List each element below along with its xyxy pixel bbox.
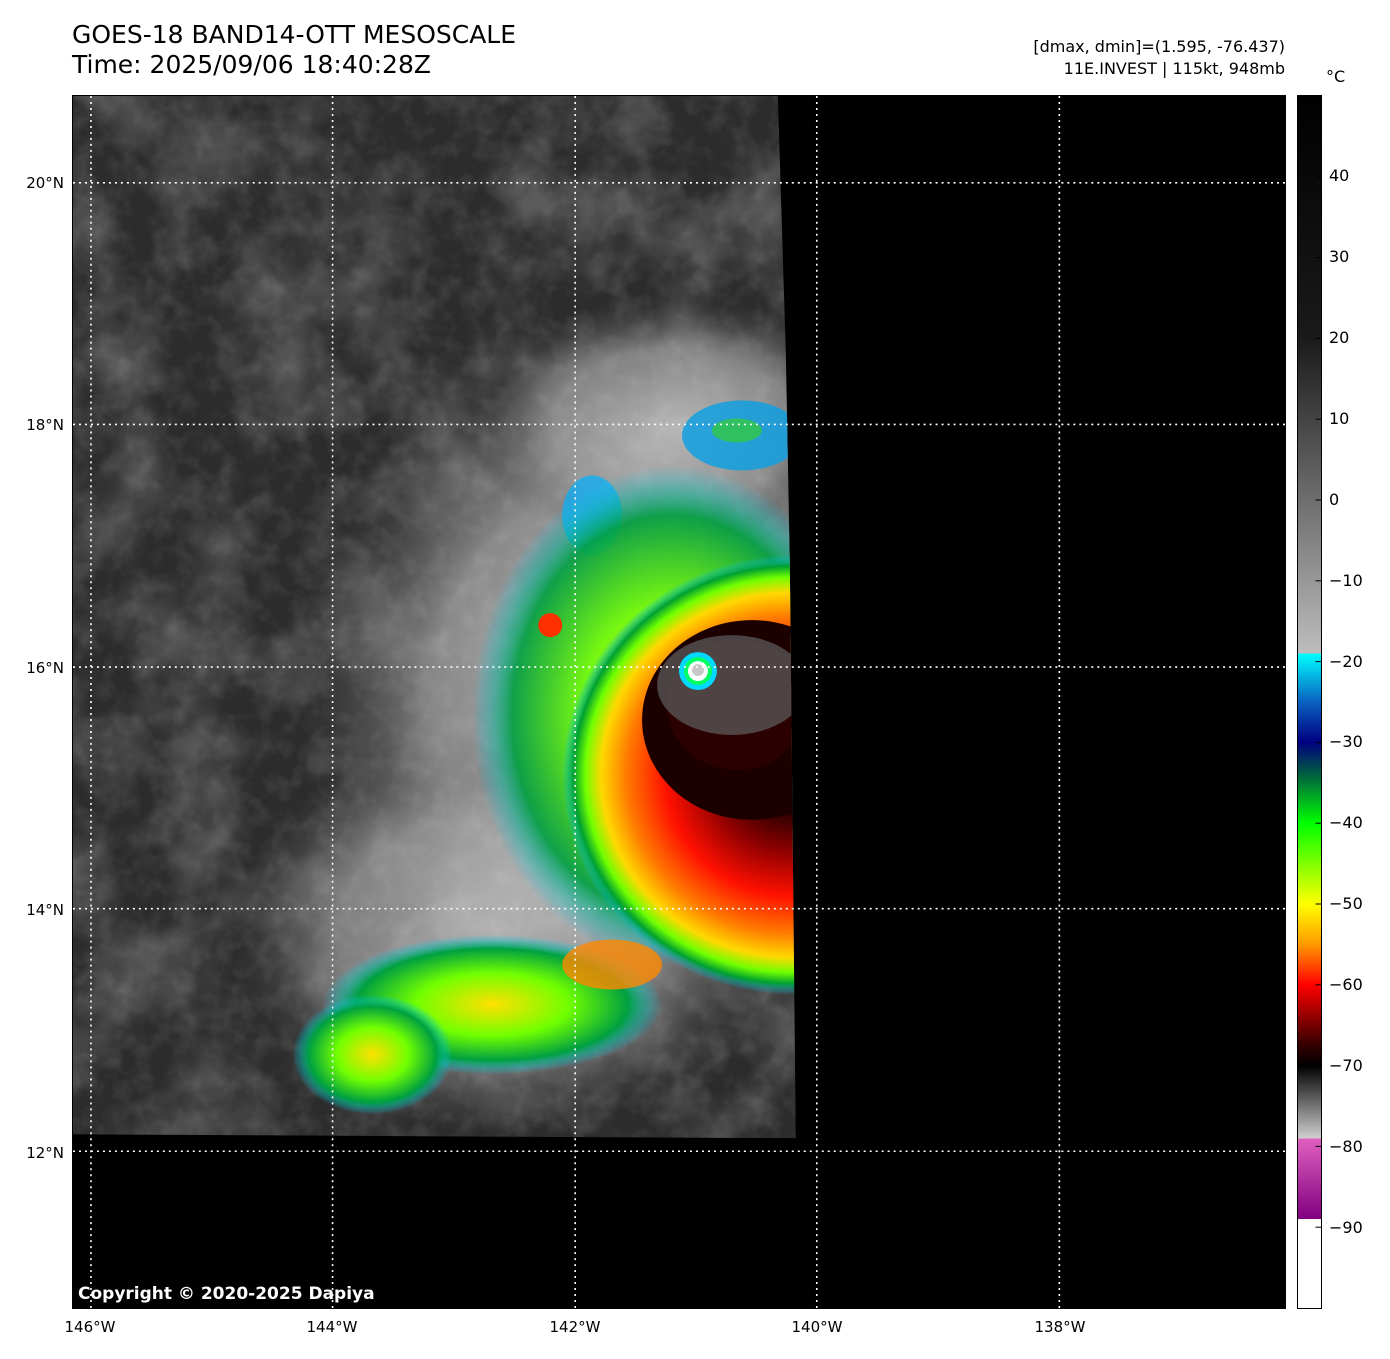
colorbar [1297,95,1322,1309]
lon-label-140w: 140°W [791,1318,843,1336]
colorbar-tick-label: 10 [1329,408,1350,428]
colorbar-tick-label: −20 [1329,651,1363,671]
colorbar-tick-label: −10 [1329,570,1363,590]
colorbar-tick-label: −70 [1329,1056,1363,1076]
lon-label-142w: 142°W [549,1318,601,1336]
lat-label-12n: 12°N [26,1144,64,1162]
data-range-info: [dmax, dmin]=(1.595, -76.437) [1033,37,1285,56]
lon-label-146w: 146°W [64,1318,116,1336]
lat-label-18n: 18°N [26,416,64,434]
colorbar-tick-label: 0 [1329,489,1340,509]
colorbar-tick-label: −50 [1329,894,1363,914]
colorbar-tick-label: −60 [1329,975,1363,995]
lat-label-20n: 20°N [26,174,64,192]
lat-label-14n: 14°N [26,901,64,919]
storm-info: 11E.INVEST | 115kt, 948mb [1063,59,1285,78]
colorbar-tick-label: −40 [1329,813,1363,833]
colorbar-tick-label: −90 [1329,1218,1363,1238]
colorbar-unit: °C [1326,67,1346,86]
copyright-notice: Copyright © 2020-2025 Dapiya [78,1284,375,1304]
colorbar-tick-label: −30 [1329,732,1363,752]
lon-label-144w: 144°W [306,1318,358,1336]
lat-label-16n: 16°N [26,659,64,677]
map-gridlines [73,96,1285,1308]
colorbar-tick-label: 40 [1329,165,1350,185]
colorbar-fill [1298,96,1321,1308]
satellite-map: Copyright © 2020-2025 Dapiya [72,95,1286,1309]
lon-label-138w: 138°W [1034,1318,1086,1336]
map-title: GOES-18 BAND14-OTT MESOSCALE [72,20,517,49]
colorbar-gradient [1298,96,1321,1308]
colorbar-tick-label: 30 [1329,246,1350,266]
satellite-imagery [73,96,1285,1308]
colorbar-tick-label: −80 [1329,1137,1363,1157]
colorbar-tick-label: 20 [1329,327,1350,347]
map-timestamp: Time: 2025/09/06 18:40:28Z [72,50,431,79]
